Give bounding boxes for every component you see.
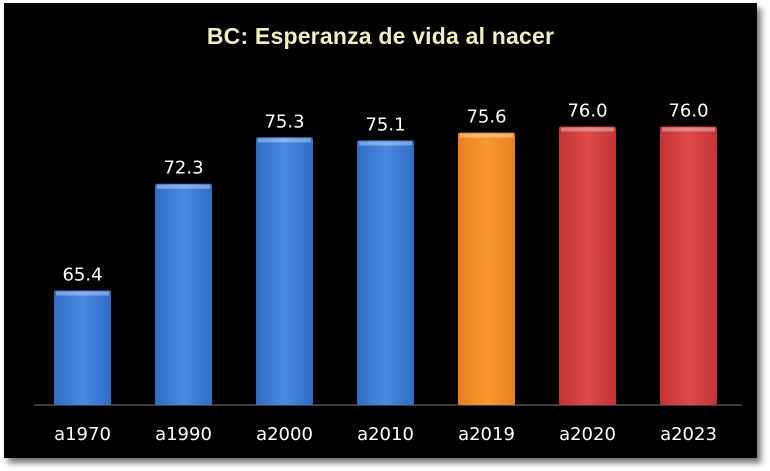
bar-a2020: [559, 126, 616, 405]
bar-a2000: [256, 137, 313, 405]
bar-highlight-a2010: [359, 141, 412, 146]
bar-highlight-a1990: [157, 184, 210, 189]
x-tick-label-a2010: a2010: [357, 424, 414, 445]
bar-a2023: [660, 126, 717, 405]
bar-a2010: [357, 140, 414, 405]
x-tick-label-a1970: a1970: [54, 424, 111, 445]
bar-a2019: [458, 132, 515, 406]
bar-a1990: [155, 183, 212, 405]
x-tick-label-a2020: a2020: [559, 424, 616, 445]
value-label-a2023: 76.0: [668, 100, 708, 121]
bar-highlight-a2019: [460, 133, 513, 138]
chart-frame: BC: Esperanza de vida al nacer 65.4 72.3 7…: [4, 3, 757, 458]
value-label-a2020: 76.0: [567, 100, 607, 121]
bar-highlight-a1970: [56, 291, 109, 296]
value-label-a2000: 75.3: [264, 111, 304, 132]
value-label-a1990: 72.3: [163, 158, 203, 179]
value-label-a2010: 75.1: [365, 114, 405, 135]
bar-highlight-a2020: [561, 127, 614, 132]
x-tick-label-a2023: a2023: [660, 424, 717, 445]
value-label-a1970: 65.4: [62, 264, 102, 285]
bar-a1970: [54, 290, 111, 405]
x-tick-label-a2019: a2019: [458, 424, 515, 445]
bar-highlight-a2023: [662, 127, 715, 132]
x-tick-label-a2000: a2000: [256, 424, 313, 445]
chart-title: BC: Esperanza de vida al nacer: [206, 23, 555, 49]
bar-highlight-a2000: [258, 138, 311, 143]
x-tick-label-a1990: a1990: [155, 424, 212, 445]
bar-chart-plot: 65.4 72.3 75.3 75.1 75.6 76.0 76.0 a1970 a1990 a…: [34, 100, 742, 445]
value-label-a2019: 75.6: [466, 107, 506, 128]
